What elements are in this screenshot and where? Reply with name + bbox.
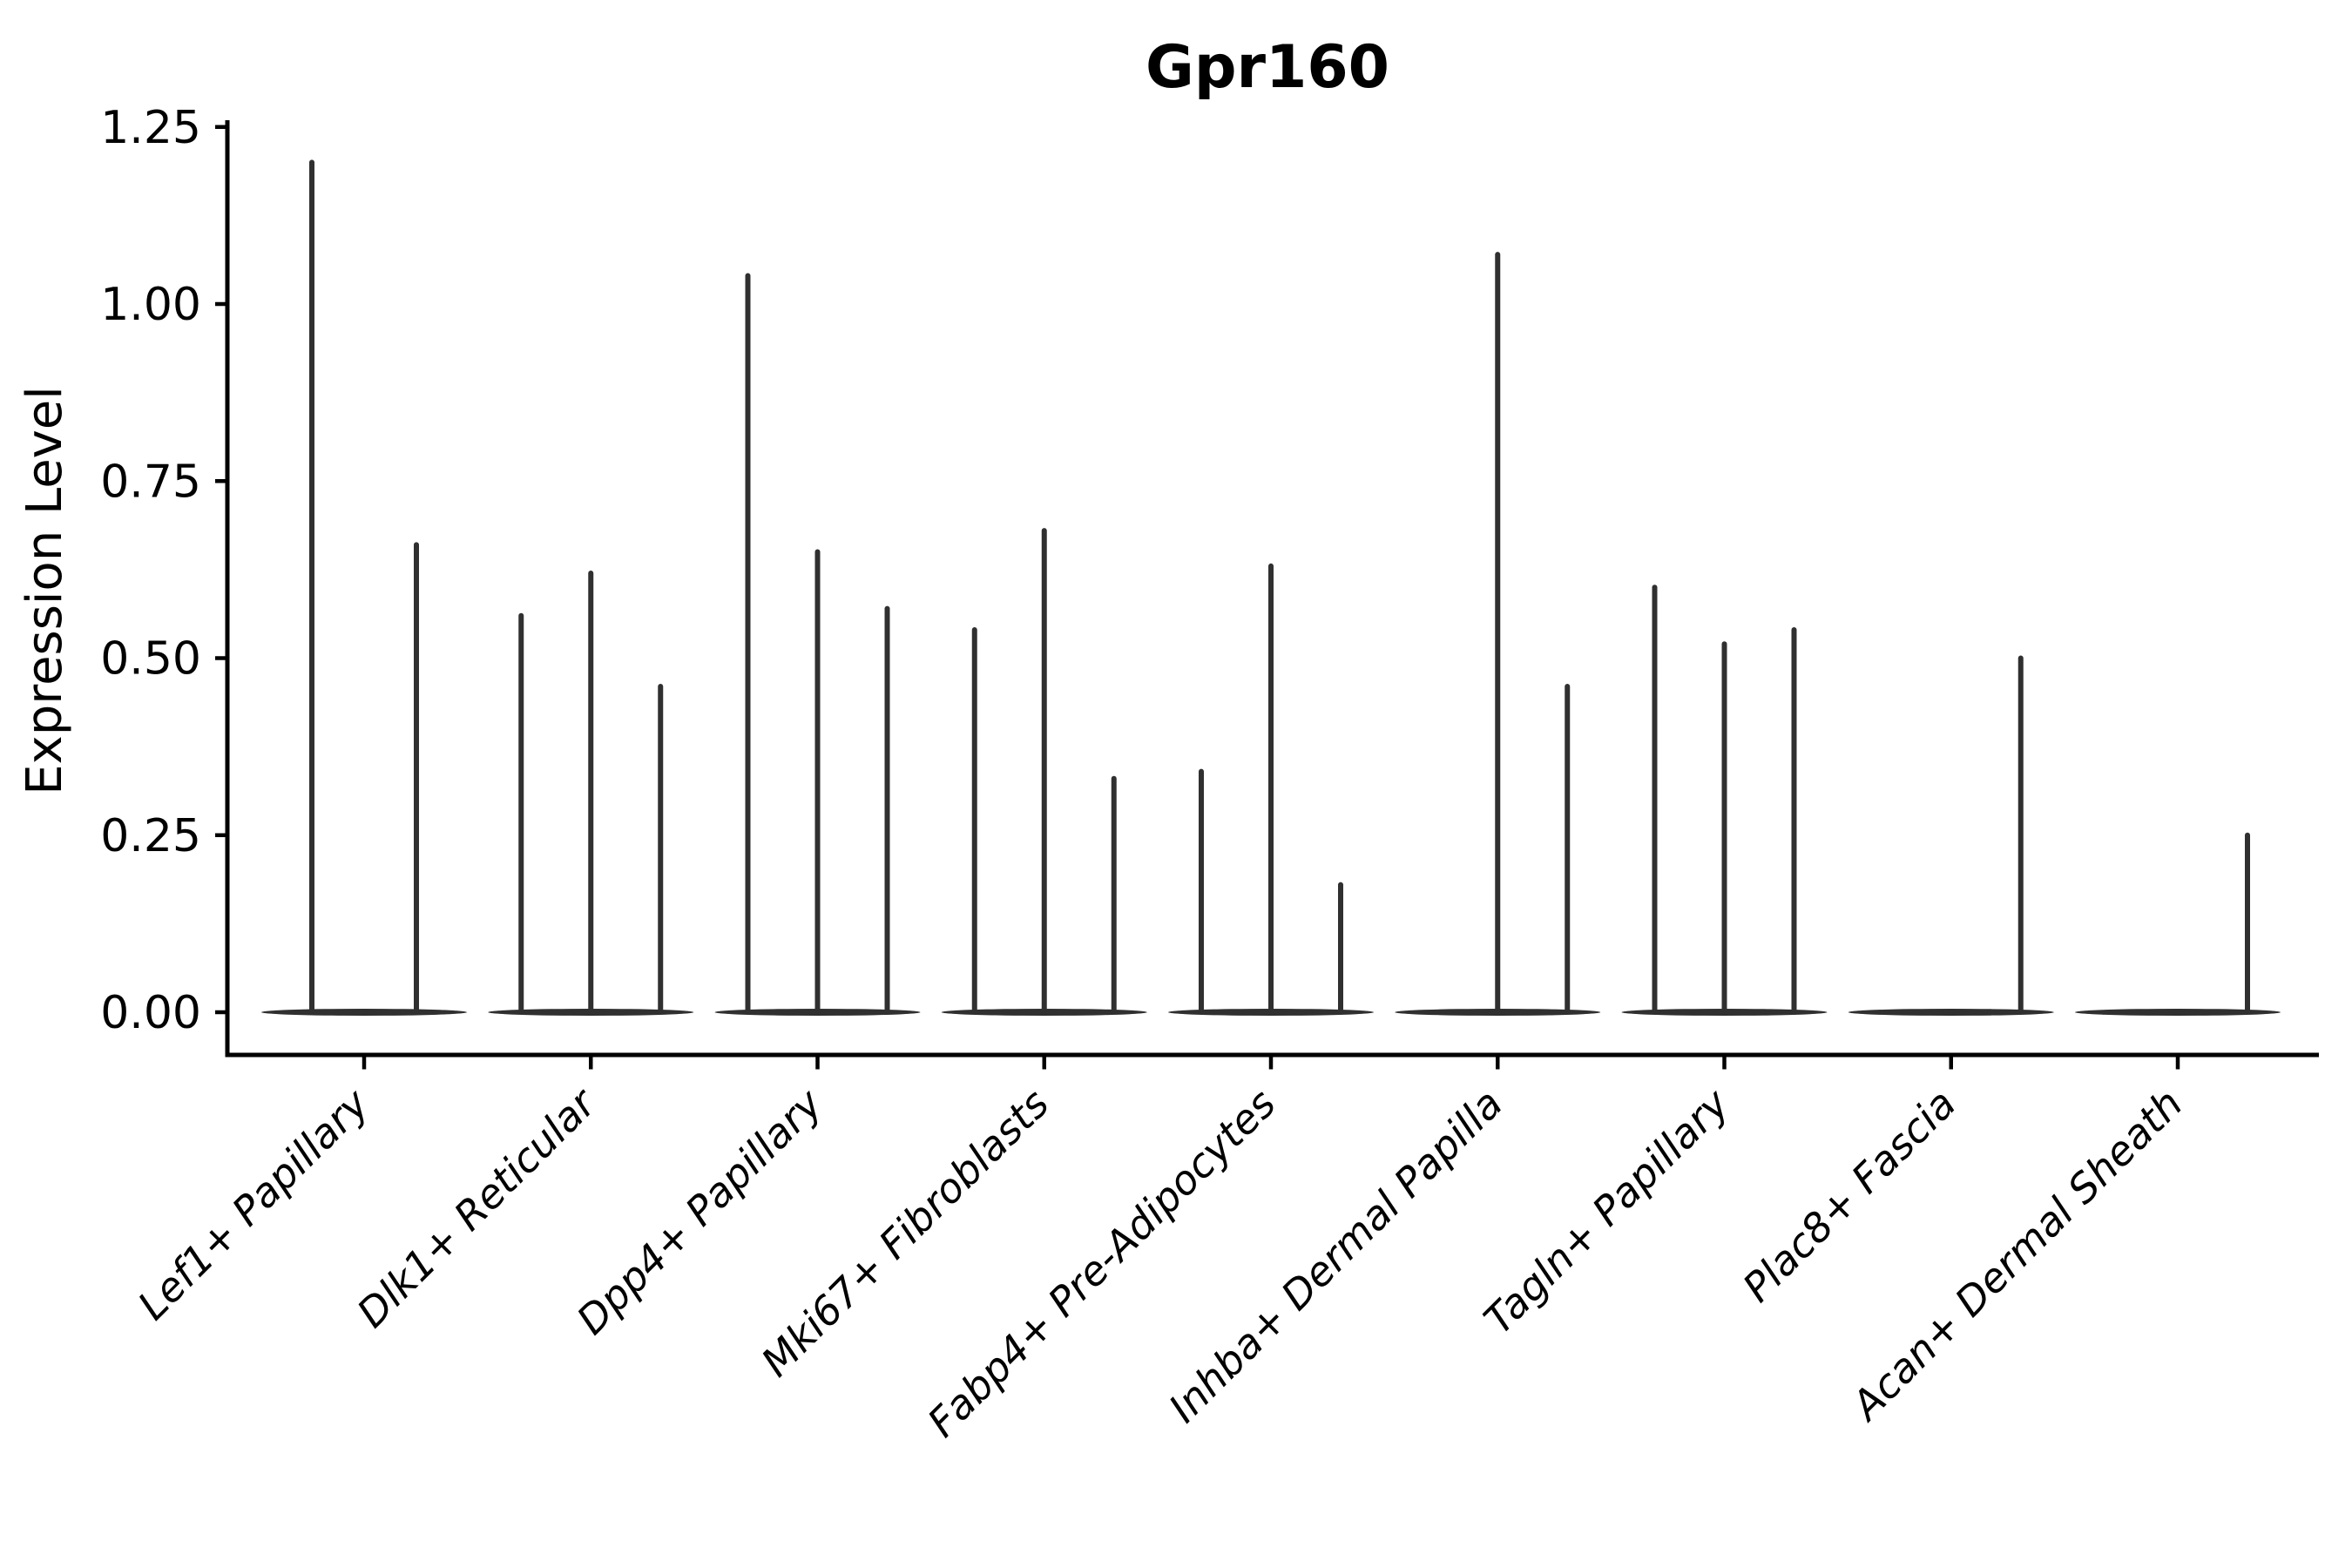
violin-base (261, 1009, 467, 1016)
violin-base (1848, 1009, 2054, 1016)
y-tick-label: 0.75 (100, 456, 201, 508)
y-tick-label: 0.25 (100, 810, 201, 862)
y-axis-label: Expression Level (17, 386, 73, 795)
violin-base (2075, 1009, 2281, 1016)
y-tick-label: 0.50 (100, 633, 201, 686)
y-tick-label: 1.25 (100, 102, 201, 154)
y-tick-label: 1.00 (100, 279, 201, 331)
y-tick-label: 0.00 (100, 987, 201, 1039)
chart-title: Gpr160 (1146, 33, 1389, 102)
